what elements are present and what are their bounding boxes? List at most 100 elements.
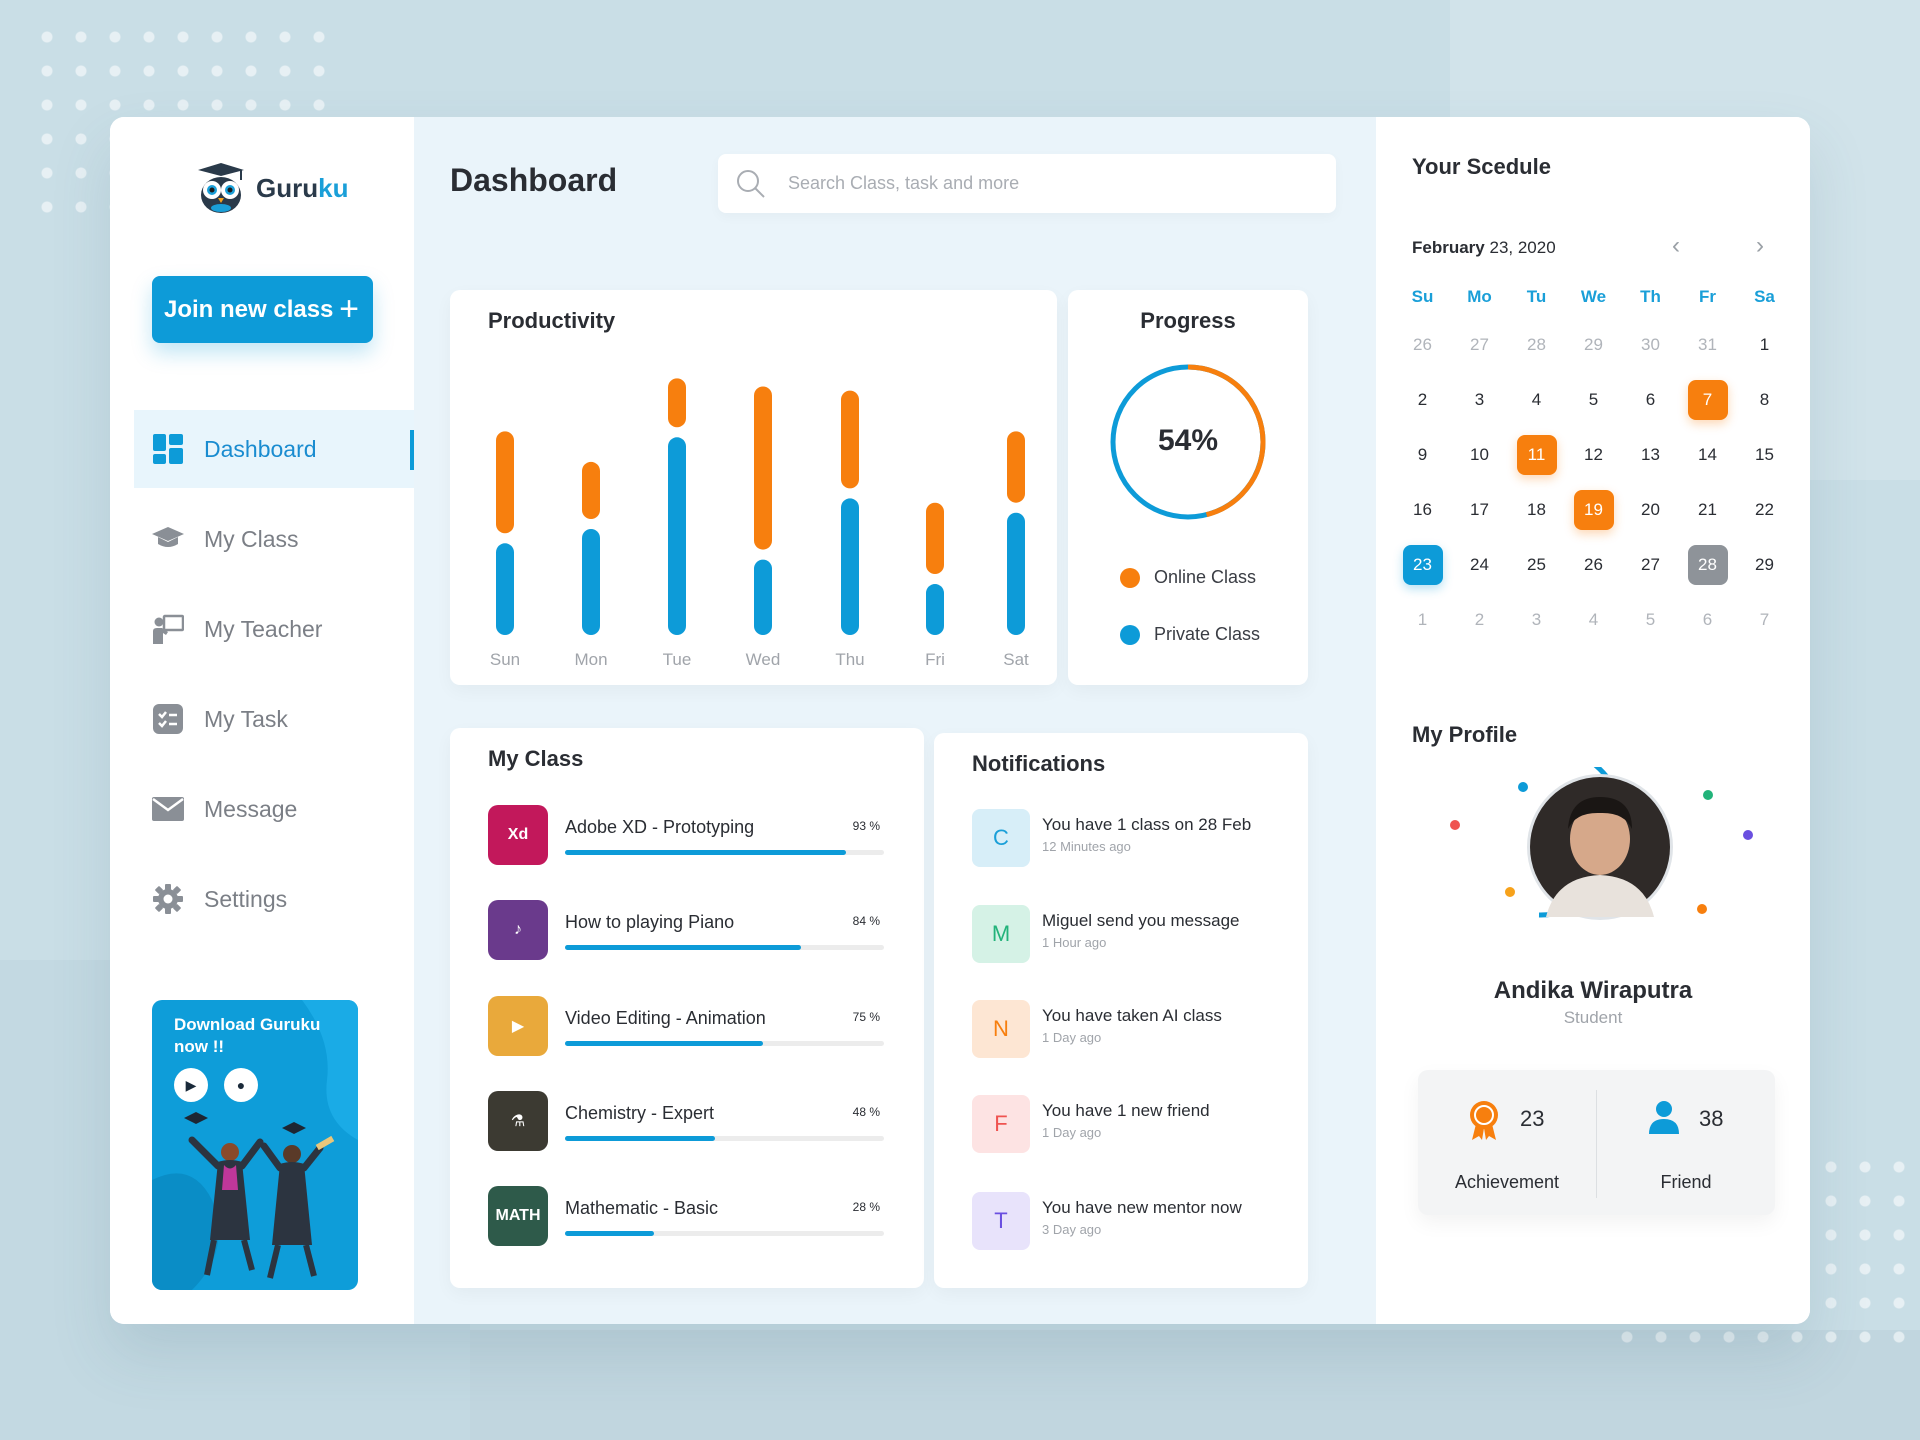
sidebar-item-label: Message xyxy=(204,795,298,822)
calendar-day[interactable]: 7 xyxy=(1736,600,1793,640)
calendar-week: 1 2 3 4 5 6 7 xyxy=(1394,592,1794,647)
search-input[interactable] xyxy=(788,173,1288,194)
notification-time: 3 Day ago xyxy=(1042,1222,1102,1237)
calendar-day[interactable]: 5 xyxy=(1622,600,1679,640)
calendar-day[interactable]: 3 xyxy=(1451,380,1508,420)
orange-dot-icon xyxy=(1120,567,1140,588)
calendar-day[interactable]: 23 xyxy=(1394,544,1451,585)
search-bar[interactable] xyxy=(718,154,1336,213)
calendar-day[interactable]: 11 xyxy=(1508,434,1565,475)
calendar-day[interactable]: 20 xyxy=(1622,490,1679,530)
progress-title: Progress xyxy=(1140,308,1236,333)
bar-online-sat[interactable] xyxy=(1007,431,1025,503)
friend-label: Friend xyxy=(1660,1172,1712,1192)
sidebar-item-message[interactable]: Message xyxy=(134,770,414,848)
notification-item[interactable]: M Miguel send you message 1 Hour ago xyxy=(972,905,1292,967)
calendar-day[interactable]: 28 xyxy=(1508,325,1565,365)
sidebar-item-settings[interactable]: Settings xyxy=(134,860,414,938)
calendar-day[interactable]: 24 xyxy=(1451,545,1508,585)
calendar-day[interactable]: 26 xyxy=(1565,545,1622,585)
calendar-day[interactable]: 16 xyxy=(1394,490,1451,530)
calendar-day-label: 24 xyxy=(1470,554,1489,574)
calendar-day[interactable]: 10 xyxy=(1451,435,1508,475)
calendar-day[interactable]: 4 xyxy=(1508,380,1565,420)
x-tick-label: Fri xyxy=(925,650,945,669)
class-item[interactable]: MATH Mathematic - Basic 28 % xyxy=(488,1186,888,1246)
calendar-day[interactable]: 17 xyxy=(1451,490,1508,530)
class-progress-bar xyxy=(565,850,884,855)
friend-stat[interactable]: 38 Friend xyxy=(1597,1070,1775,1215)
notification-item[interactable]: N You have taken AI class 1 Day ago xyxy=(972,1000,1292,1062)
chevron-right-icon[interactable]: › xyxy=(1756,232,1764,259)
calendar-day[interactable]: 25 xyxy=(1508,545,1565,585)
notification-item[interactable]: C You have 1 class on 28 Feb 12 Minutes ag… xyxy=(972,809,1292,871)
calendar-day[interactable]: 27 xyxy=(1622,545,1679,585)
bar-private-tue[interactable] xyxy=(668,437,686,635)
notification-item[interactable]: T You have new mentor now 3 Day ago xyxy=(972,1192,1292,1254)
bar-private-mon[interactable] xyxy=(582,529,600,635)
calendar-day-label: 20 xyxy=(1641,499,1660,519)
bar-private-wed[interactable] xyxy=(754,559,772,635)
calendar-day[interactable]: 21 xyxy=(1679,490,1736,530)
achievement-stat[interactable]: 23 Achievement xyxy=(1418,1070,1596,1215)
bar-online-tue[interactable] xyxy=(668,378,686,428)
calendar-day[interactable]: 29 xyxy=(1565,325,1622,365)
class-thumbnail: MATH xyxy=(488,1186,548,1246)
avatar[interactable] xyxy=(1530,777,1670,917)
calendar-day[interactable]: 31 xyxy=(1679,325,1736,365)
calendar-day[interactable]: 4 xyxy=(1565,600,1622,640)
calendar-day[interactable]: 2 xyxy=(1451,600,1508,640)
calendar-day[interactable]: 18 xyxy=(1508,490,1565,530)
calendar-day[interactable]: 1 xyxy=(1394,600,1451,640)
sidebar-item-my-class[interactable]: My Class xyxy=(134,500,414,578)
sidebar-item-my-task[interactable]: My Task xyxy=(134,680,414,758)
calendar-day[interactable]: 14 xyxy=(1679,435,1736,475)
calendar-day[interactable]: 6 xyxy=(1679,600,1736,640)
calendar-day[interactable]: 8 xyxy=(1736,380,1793,420)
calendar-day[interactable]: 7 xyxy=(1679,379,1736,420)
sidebar-item-my-teacher[interactable]: My Teacher xyxy=(134,590,414,668)
download-promo-card[interactable]: Download Guruku now !! ▶ ● xyxy=(152,1000,358,1290)
bar-online-sun[interactable] xyxy=(496,431,514,534)
calendar-day[interactable]: 29 xyxy=(1736,545,1793,585)
calendar-day[interactable]: 12 xyxy=(1565,435,1622,475)
calendar-day[interactable]: 5 xyxy=(1565,380,1622,420)
class-item[interactable]: ♪ How to playing Piano 84 % xyxy=(488,900,888,960)
apple-store-icon[interactable]: ● xyxy=(224,1068,258,1102)
dashboard-icon xyxy=(152,433,184,465)
calendar-day[interactable]: 13 xyxy=(1622,435,1679,475)
sidebar-item-label: Settings xyxy=(204,885,288,912)
calendar-day[interactable]: 2 xyxy=(1394,380,1451,420)
calendar-day[interactable]: 6 xyxy=(1622,380,1679,420)
bar-private-sat[interactable] xyxy=(1007,512,1025,635)
x-tick-label: Wed xyxy=(746,650,781,669)
calendar-day[interactable]: 19 xyxy=(1565,489,1622,530)
logo[interactable]: Guruku xyxy=(192,162,348,214)
calendar-day[interactable]: 30 xyxy=(1622,325,1679,365)
chevron-left-icon[interactable]: ‹ xyxy=(1672,232,1680,259)
class-item[interactable]: ▶ Video Editing - Animation 75 % xyxy=(488,996,888,1056)
calendar-day[interactable]: 1 xyxy=(1736,325,1793,365)
class-item[interactable]: ⚗ Chemistry - Expert 48 % xyxy=(488,1091,888,1151)
calendar-day[interactable]: 22 xyxy=(1736,490,1793,530)
join-new-class-button[interactable]: Join new class + xyxy=(152,276,373,343)
class-item[interactable]: Xd Adobe XD - Prototyping 93 % xyxy=(488,805,888,865)
my-class-title: My Class xyxy=(488,746,584,771)
bar-online-mon[interactable] xyxy=(582,461,600,519)
calendar-day[interactable]: 3 xyxy=(1508,600,1565,640)
calendar-day[interactable]: 15 xyxy=(1736,435,1793,475)
bar-private-thu[interactable] xyxy=(841,498,859,635)
google-play-icon[interactable]: ▶ xyxy=(174,1068,208,1102)
bar-online-thu[interactable] xyxy=(841,390,859,489)
bar-online-wed[interactable] xyxy=(754,386,772,550)
calendar-day[interactable]: 27 xyxy=(1451,325,1508,365)
calendar-day[interactable]: 28 xyxy=(1679,544,1736,585)
bar-online-fri[interactable] xyxy=(926,502,944,575)
notification-item[interactable]: F You have 1 new friend 1 Day ago xyxy=(972,1095,1292,1157)
sidebar-item-dashboard[interactable]: Dashboard xyxy=(134,410,414,488)
bar-private-sun[interactable] xyxy=(496,543,514,635)
calendar-day[interactable]: 9 xyxy=(1394,435,1451,475)
calendar-day[interactable]: 26 xyxy=(1394,325,1451,365)
teacher-icon xyxy=(152,613,184,645)
bar-private-fri[interactable] xyxy=(926,584,944,635)
